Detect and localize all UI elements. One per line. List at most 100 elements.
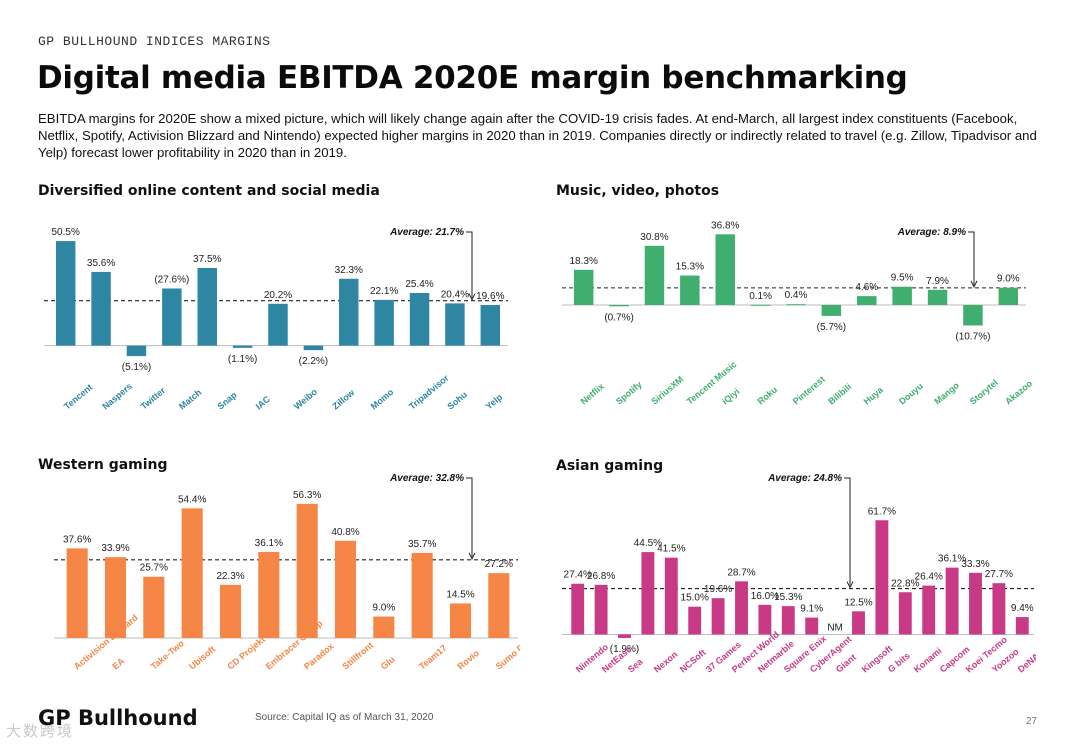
company-logo: Paradox bbox=[302, 641, 336, 671]
data-label: 9.5% bbox=[891, 273, 914, 284]
data-label: (1.1%) bbox=[228, 354, 257, 365]
data-label: (5.1%) bbox=[122, 362, 151, 373]
average-label: Average: 24.8% bbox=[767, 473, 842, 484]
data-label: 35.7% bbox=[408, 539, 436, 550]
company-logo: Roku bbox=[755, 384, 779, 406]
data-label: (0.7%) bbox=[604, 312, 633, 323]
bar bbox=[927, 289, 948, 305]
bar bbox=[66, 548, 88, 638]
data-label: 14.5% bbox=[446, 589, 474, 600]
company-logo: Take-Two bbox=[149, 638, 187, 672]
company-logo: Bilibili bbox=[826, 382, 853, 407]
data-label: 15.3% bbox=[676, 262, 704, 273]
bar bbox=[339, 278, 359, 346]
bar bbox=[488, 573, 510, 638]
data-label: 54.4% bbox=[178, 494, 206, 505]
chart-title-music: Music, video, photos bbox=[556, 183, 720, 199]
company-logo: Pinterest bbox=[791, 374, 827, 406]
data-label: 27.4% bbox=[564, 570, 592, 581]
company-logo: Spotify bbox=[614, 379, 644, 406]
data-label: 22.8% bbox=[891, 578, 919, 589]
data-label: (1.9%) bbox=[610, 644, 639, 655]
company-logo: Storytel bbox=[968, 377, 1000, 406]
bar bbox=[181, 508, 203, 638]
data-label: 9.4% bbox=[1011, 603, 1034, 614]
chart-title-asian-gaming: Asian gaming bbox=[556, 458, 664, 474]
company-logo: IAC bbox=[254, 394, 273, 412]
company-logo: Match bbox=[177, 387, 203, 411]
data-label: 44.5% bbox=[634, 538, 662, 549]
data-label: 20.2% bbox=[264, 290, 292, 301]
bar bbox=[445, 303, 465, 346]
chart-music-video-photos: Average: 8.9% 18.3% (0.7%) 30.8% 15.3% 36.8% 0… bbox=[562, 220, 1034, 407]
bar bbox=[922, 585, 936, 635]
data-label: 9.1% bbox=[800, 604, 823, 615]
bar bbox=[852, 611, 865, 635]
data-label: 27.2% bbox=[485, 559, 513, 570]
bar bbox=[688, 606, 702, 635]
data-label: 37.5% bbox=[193, 254, 221, 265]
data-label: 36.1% bbox=[255, 538, 283, 549]
company-logo: Glu bbox=[379, 654, 397, 671]
data-label: 61.7% bbox=[868, 506, 896, 517]
bar bbox=[750, 304, 771, 306]
data-label: NM bbox=[827, 622, 843, 633]
bar bbox=[618, 634, 631, 638]
company-logo: Nexon bbox=[652, 649, 680, 674]
bar bbox=[449, 603, 472, 638]
chart-asian-gaming: Average: 24.8% 27.4%26.8% (1.9%) 44.5%41.5%… bbox=[562, 473, 1036, 675]
average-label: Average: 32.8% bbox=[389, 473, 464, 484]
data-label: 30.8% bbox=[640, 232, 668, 243]
data-label: 27.7% bbox=[985, 569, 1013, 580]
data-label: (27.6%) bbox=[154, 274, 189, 285]
data-label: 19.6% bbox=[704, 584, 732, 595]
bar bbox=[232, 345, 253, 348]
data-label: 33.9% bbox=[101, 543, 129, 554]
page-title: Digital media EBITDA 2020E margin benchm… bbox=[37, 60, 908, 96]
data-label: (2.2%) bbox=[299, 356, 328, 367]
bar bbox=[875, 520, 889, 635]
average-callout bbox=[466, 477, 473, 557]
bar bbox=[573, 269, 594, 305]
data-label: 36.1% bbox=[938, 554, 966, 565]
bar bbox=[480, 305, 501, 346]
company-logo: Douyu bbox=[897, 381, 925, 407]
chart-diversified-online: Average: 21.7% 50.5% 35.6% (5.1%) (27.6%) 37.… bbox=[44, 227, 508, 412]
bar bbox=[296, 503, 318, 638]
bar bbox=[374, 299, 394, 346]
company-logo: Yelp bbox=[484, 392, 505, 412]
bar bbox=[594, 584, 608, 635]
bar bbox=[126, 345, 147, 357]
data-label: 35.6% bbox=[87, 258, 115, 269]
bar bbox=[609, 304, 629, 307]
company-logo: SiriusXM bbox=[649, 374, 685, 406]
data-label: 0.4% bbox=[785, 290, 808, 301]
bar bbox=[409, 293, 430, 346]
bar bbox=[786, 304, 806, 306]
data-label: 12.5% bbox=[844, 597, 872, 608]
data-label: 20.4% bbox=[441, 289, 469, 300]
data-label: 25.4% bbox=[405, 279, 433, 290]
bar bbox=[715, 234, 735, 305]
company-logo: Tripadvisor bbox=[407, 372, 451, 411]
company-logo: Konami bbox=[912, 646, 944, 675]
data-label: 26.4% bbox=[915, 572, 943, 583]
bar bbox=[1015, 617, 1029, 635]
company-logo: Team17 bbox=[417, 643, 449, 672]
data-label: 25.7% bbox=[140, 563, 168, 574]
bar bbox=[998, 287, 1019, 305]
bar bbox=[571, 583, 585, 635]
data-label: (10.7%) bbox=[955, 332, 990, 343]
average-label: Average: 21.7% bbox=[389, 227, 464, 238]
average-callout bbox=[968, 231, 975, 285]
bar bbox=[664, 557, 678, 635]
bar bbox=[945, 567, 959, 635]
average-callout bbox=[466, 231, 473, 298]
data-label: 33.3% bbox=[961, 559, 989, 570]
data-label: 16.0% bbox=[751, 591, 779, 602]
bar bbox=[91, 271, 111, 346]
company-logo: Sea bbox=[626, 656, 645, 675]
company-logo: Huya bbox=[862, 384, 886, 406]
bar bbox=[781, 606, 795, 635]
company-logo: Ubisoft bbox=[187, 644, 217, 672]
